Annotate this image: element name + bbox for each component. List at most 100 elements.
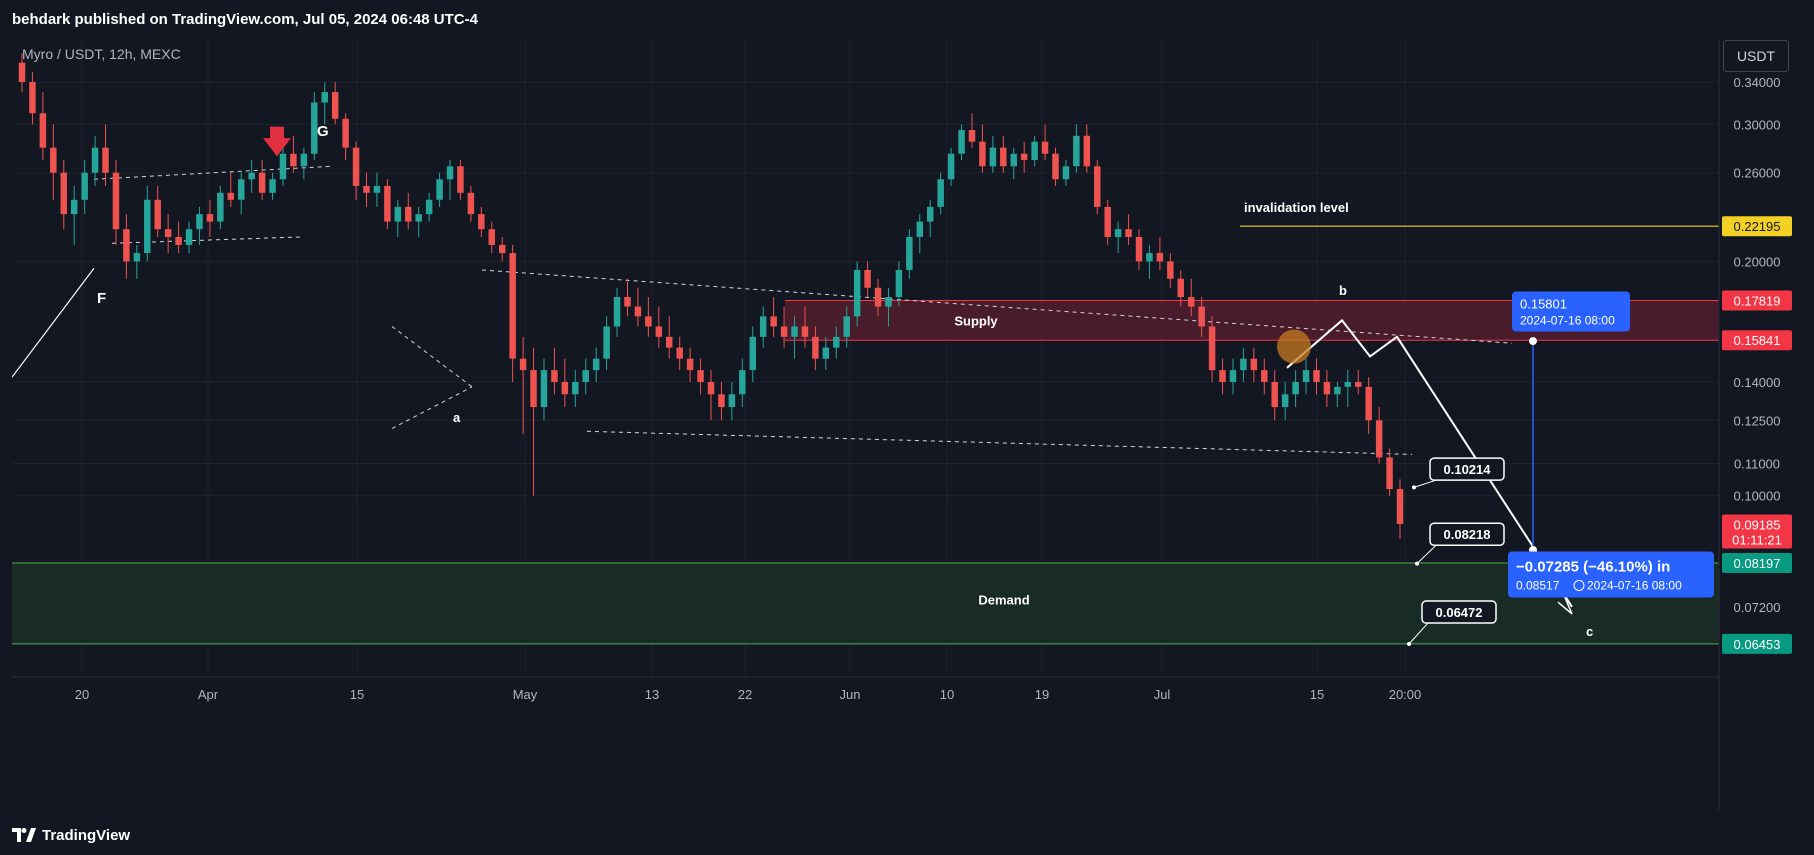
price-label-value: 0.22195 [1734,219,1781,234]
candle-body [655,326,663,337]
candle-body [864,269,871,288]
candle-body [488,229,496,245]
candle-body [1156,253,1164,262]
candle-body [331,92,339,119]
measure-tooltip-top-date: 2024-07-16 08:00 [1520,313,1615,327]
candle-body [196,214,203,230]
wave-label-c: c [1586,624,1593,639]
candle-body [363,185,370,193]
candle-body [1219,370,1226,382]
candle-body [384,185,391,222]
target-callout-3-label: 0.06472 [1436,605,1483,620]
target-callout-2-anchor [1415,561,1419,566]
candle-body [885,297,892,307]
candle-body [1208,326,1216,371]
chart-area[interactable]: 0.10214 0.08218 0.06472 0.15801 2024-07-16 0… [11,40,1800,810]
candle-body [102,147,109,173]
candle-body [833,336,840,348]
price-axis-panel [1719,40,1800,810]
candle-body [1386,457,1393,490]
price-chart-svg[interactable]: 0.10214 0.08218 0.06472 0.15801 2024-07-16 0… [11,40,1800,810]
candle-body [1323,381,1331,395]
price-label-value: 0.15841 [1734,333,1781,348]
price-label-value: 0.17819 [1734,293,1781,308]
time-axis-tick: 13 [645,687,659,702]
candle-body [373,185,381,193]
candle-body [50,147,57,173]
candle-body [1281,394,1289,408]
time-axis-tick: 20:00 [1389,687,1422,702]
candle-body [822,347,830,359]
candle-body [1271,381,1278,408]
channel-lower-dashed-line [111,236,301,244]
candle-body [572,381,579,395]
candle-body [728,394,736,408]
candle-body [237,179,245,200]
candle-body [123,229,130,262]
candle-body [206,214,214,222]
candle-body [1375,420,1383,458]
candle-body [1146,253,1153,262]
wave-f-line [11,267,95,378]
price-axis-tick: 0.20000 [1734,254,1781,269]
measure-tooltip-bottom-price: 0.08517 [1516,578,1560,592]
candle-body [342,118,349,148]
candle-body [519,358,527,371]
highlight-circle-marker [1277,329,1311,364]
wave-label-f: F [97,290,106,307]
candle-body [1302,370,1310,382]
candle-body [697,370,704,382]
candle-body [707,381,715,395]
time-axis-tick: 10 [940,687,954,702]
target-callout-2-label: 0.08218 [1444,527,1491,542]
target-callout-2-pointer [1416,544,1437,565]
measure-tooltip-top-price: 0.15801 [1520,296,1567,311]
candle-body [133,253,141,262]
candle-body [613,297,621,327]
currency-button[interactable]: USDT [1723,40,1789,72]
descending-support-dashed-line [586,430,1413,455]
candle-body [290,153,297,167]
demand-zone-label: Demand [978,592,1029,607]
target-callout-1-pointer [1413,479,1437,488]
candle-body [1177,278,1185,298]
candle-body [1334,386,1341,395]
candle-body [81,172,88,200]
candle-body [843,316,850,337]
wave-label-g: G [317,123,329,140]
candle-body [853,269,861,317]
time-axis-tick: May [513,687,538,702]
projection-zigzag-line [1286,318,1573,608]
target-callout-2-box [1429,522,1505,546]
candle-body [29,82,36,114]
candle-body [217,192,224,222]
candle-body [1031,141,1038,160]
candle-body [227,192,235,200]
candle-body [1094,166,1101,207]
price-label-value: 0.09185 [1734,517,1781,532]
target-callout-1-box [1429,457,1505,481]
candle-body [446,166,454,180]
candle-body [39,113,47,148]
candle-body [634,306,642,317]
candle-body [248,172,255,180]
candle-body [1344,381,1352,387]
candle-body [154,199,161,230]
target-callout-1-anchor [1412,485,1416,490]
candle-body [1396,489,1404,524]
candle-body [937,179,944,207]
candle-body [144,199,151,254]
price-axis-tick: 0.34000 [1734,75,1781,90]
candle-body [1365,386,1372,421]
candle-body [979,141,986,167]
candle-body [321,92,328,103]
candle-body [895,269,903,298]
candle-body [1114,229,1122,237]
price-label-badge [1722,290,1792,311]
price-axis-tick: 0.26000 [1734,166,1781,181]
candle-body [498,244,506,254]
candle-body [1198,306,1205,327]
candle-body [70,199,78,215]
candle-body [269,179,276,193]
target-callout-1-label: 0.10214 [1444,462,1492,477]
